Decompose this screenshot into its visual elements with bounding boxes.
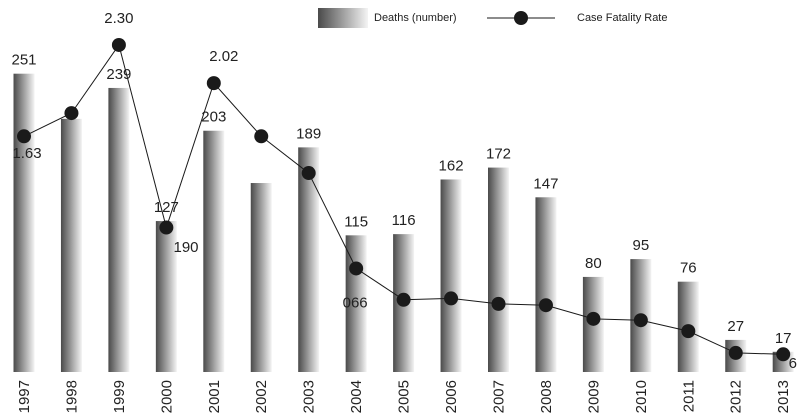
line-dot (254, 129, 269, 144)
legend-label: Case Fatality Rate (577, 12, 667, 24)
bar (298, 147, 320, 372)
bar-value-label: 203 (201, 109, 226, 126)
line-dot (17, 129, 31, 144)
line-dot (776, 347, 791, 362)
x-tick-label: 2001 (206, 380, 223, 413)
legend-dot (514, 11, 528, 25)
line-value-label: 1.63 (12, 145, 41, 162)
x-tick-label: 2012 (728, 380, 745, 413)
line-dot (64, 106, 79, 121)
x-tick-label: 1999 (111, 380, 128, 413)
x-tick-label: 2011 (680, 380, 697, 412)
bar-value-label: 251 (11, 52, 36, 69)
bar-value-label: 189 (296, 125, 321, 142)
x-tick-label: 2006 (443, 380, 460, 413)
line-dot (728, 345, 743, 360)
x-tick-label: 2000 (158, 380, 175, 413)
bar-value-label: 162 (439, 157, 464, 174)
line-dot (586, 311, 601, 326)
bar (60, 118, 82, 372)
legend-label: Deaths (number) (374, 12, 457, 24)
line-dot (396, 292, 411, 307)
bar (108, 87, 130, 372)
line-value-label: 2.02 (209, 48, 238, 65)
x-tick-label: 1998 (63, 380, 80, 413)
x-tick-label: 2013 (775, 380, 792, 413)
line-dot (301, 166, 316, 181)
line-dot (491, 296, 506, 311)
bar-value-label: 116 (392, 212, 416, 229)
bar-value-label: 17 (775, 330, 792, 347)
line-dot (444, 291, 459, 306)
x-tick-label: 2010 (633, 380, 650, 413)
line-value-label: 066 (343, 294, 368, 311)
annotation: 6 (789, 355, 797, 372)
legend-bar-swatch (318, 8, 368, 28)
bar-value-label: 27 (727, 318, 744, 335)
bar (203, 130, 225, 372)
line-value-label: 2.30 (104, 10, 133, 27)
bar (440, 179, 462, 372)
bar-value-label: 76 (680, 260, 697, 277)
bar (250, 183, 272, 372)
legend: Deaths (number) Case Fatality Rate (318, 8, 667, 28)
bar (13, 73, 35, 373)
bar-value-label: 147 (533, 175, 558, 192)
x-tick-label: 2009 (585, 380, 602, 413)
x-tick-label: 2003 (301, 380, 318, 413)
bar-value-label: 172 (486, 146, 511, 163)
line-dot (538, 298, 553, 313)
line-dot (159, 220, 174, 235)
line-dot (111, 37, 126, 52)
bar (155, 221, 177, 372)
line-dot (681, 324, 696, 339)
bar (535, 197, 557, 372)
line-dot (349, 261, 364, 276)
bar-value-label: 115 (344, 213, 368, 230)
bar-value-label: 95 (633, 237, 650, 254)
x-tick-label: 2002 (253, 380, 270, 413)
x-tick-label: 2004 (348, 380, 365, 413)
bar-value-label: 80 (585, 255, 602, 272)
line-dot (633, 313, 648, 328)
x-tick-label: 2007 (490, 380, 507, 413)
x-tick-label: 2005 (396, 380, 413, 413)
line-dot (206, 76, 221, 91)
x-tick-label: 2008 (538, 380, 555, 413)
x-tick-label: 1997 (16, 380, 33, 413)
annotation: 190 (173, 239, 198, 256)
bar (488, 167, 509, 372)
